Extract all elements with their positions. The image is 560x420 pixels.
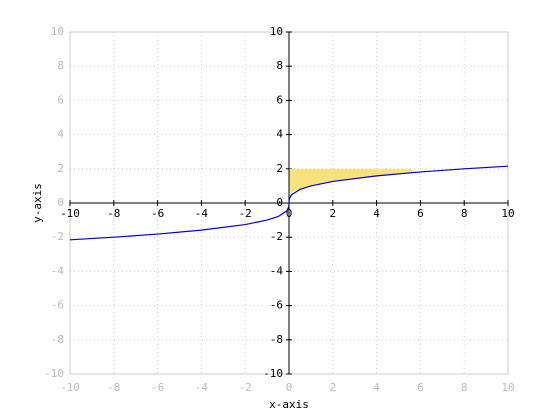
x-axis-tick-label: -2 [239, 207, 252, 220]
x-axis-tick-label: 8 [461, 207, 468, 220]
y-tick-label: -4 [51, 264, 65, 277]
x-axis-tick-label: -8 [107, 207, 120, 220]
x-axis-tick-label: -10 [60, 207, 80, 220]
y-tick-label: 6 [57, 93, 64, 106]
x-tick-label: -6 [151, 381, 164, 394]
y-tick-label: 0 [57, 196, 64, 209]
y-axis-tick-label: 2 [276, 162, 283, 175]
y-tick-label: 4 [57, 128, 64, 141]
y-axis-tick-label: -8 [270, 333, 283, 346]
y-axis-label: y-axis [31, 183, 44, 223]
x-tick-label: 6 [417, 381, 424, 394]
y-tick-label: -6 [51, 299, 64, 312]
x-axis-tick-label: -6 [151, 207, 164, 220]
x-tick-label: 2 [329, 381, 336, 394]
y-axis-tick-label: -10 [263, 367, 283, 380]
y-axis-tick-label: 6 [276, 93, 283, 106]
y-axis-tick-label: 8 [276, 59, 283, 72]
y-tick-label: 8 [57, 59, 64, 72]
x-tick-label: -8 [107, 381, 120, 394]
y-tick-label: 2 [57, 162, 64, 175]
y-tick-label: 10 [51, 25, 64, 38]
x-axis-tick-label: 10 [501, 207, 514, 220]
y-axis-tick-label: -6 [270, 299, 283, 312]
x-tick-label: 4 [373, 381, 380, 394]
curve [69, 165, 509, 241]
y-tick-label: -10 [44, 367, 64, 380]
y-tick-label: -8 [51, 333, 64, 346]
y-axis-tick-label: -4 [270, 264, 284, 277]
x-tick-label: -4 [195, 381, 209, 394]
y-axis-tick-label: -2 [270, 230, 283, 243]
x-tick-label: 8 [461, 381, 468, 394]
x-tick-label: -2 [239, 381, 252, 394]
x-axis-tick-label: 4 [373, 207, 380, 220]
x-tick-label: -10 [60, 381, 80, 394]
y-axis-tick-label: 4 [276, 128, 283, 141]
y-axis-tick-label: 10 [270, 25, 283, 38]
x-axis-label: x-axis [269, 398, 309, 411]
x-axis-tick-label: -4 [195, 207, 209, 220]
x-axis-tick-label: 2 [329, 207, 336, 220]
x-tick-label: 0 [286, 381, 293, 394]
y-tick-label: -2 [51, 230, 64, 243]
x-axis-tick-label: 6 [417, 207, 424, 220]
x-tick-label: 10 [501, 381, 514, 394]
shaded-area [289, 168, 417, 193]
